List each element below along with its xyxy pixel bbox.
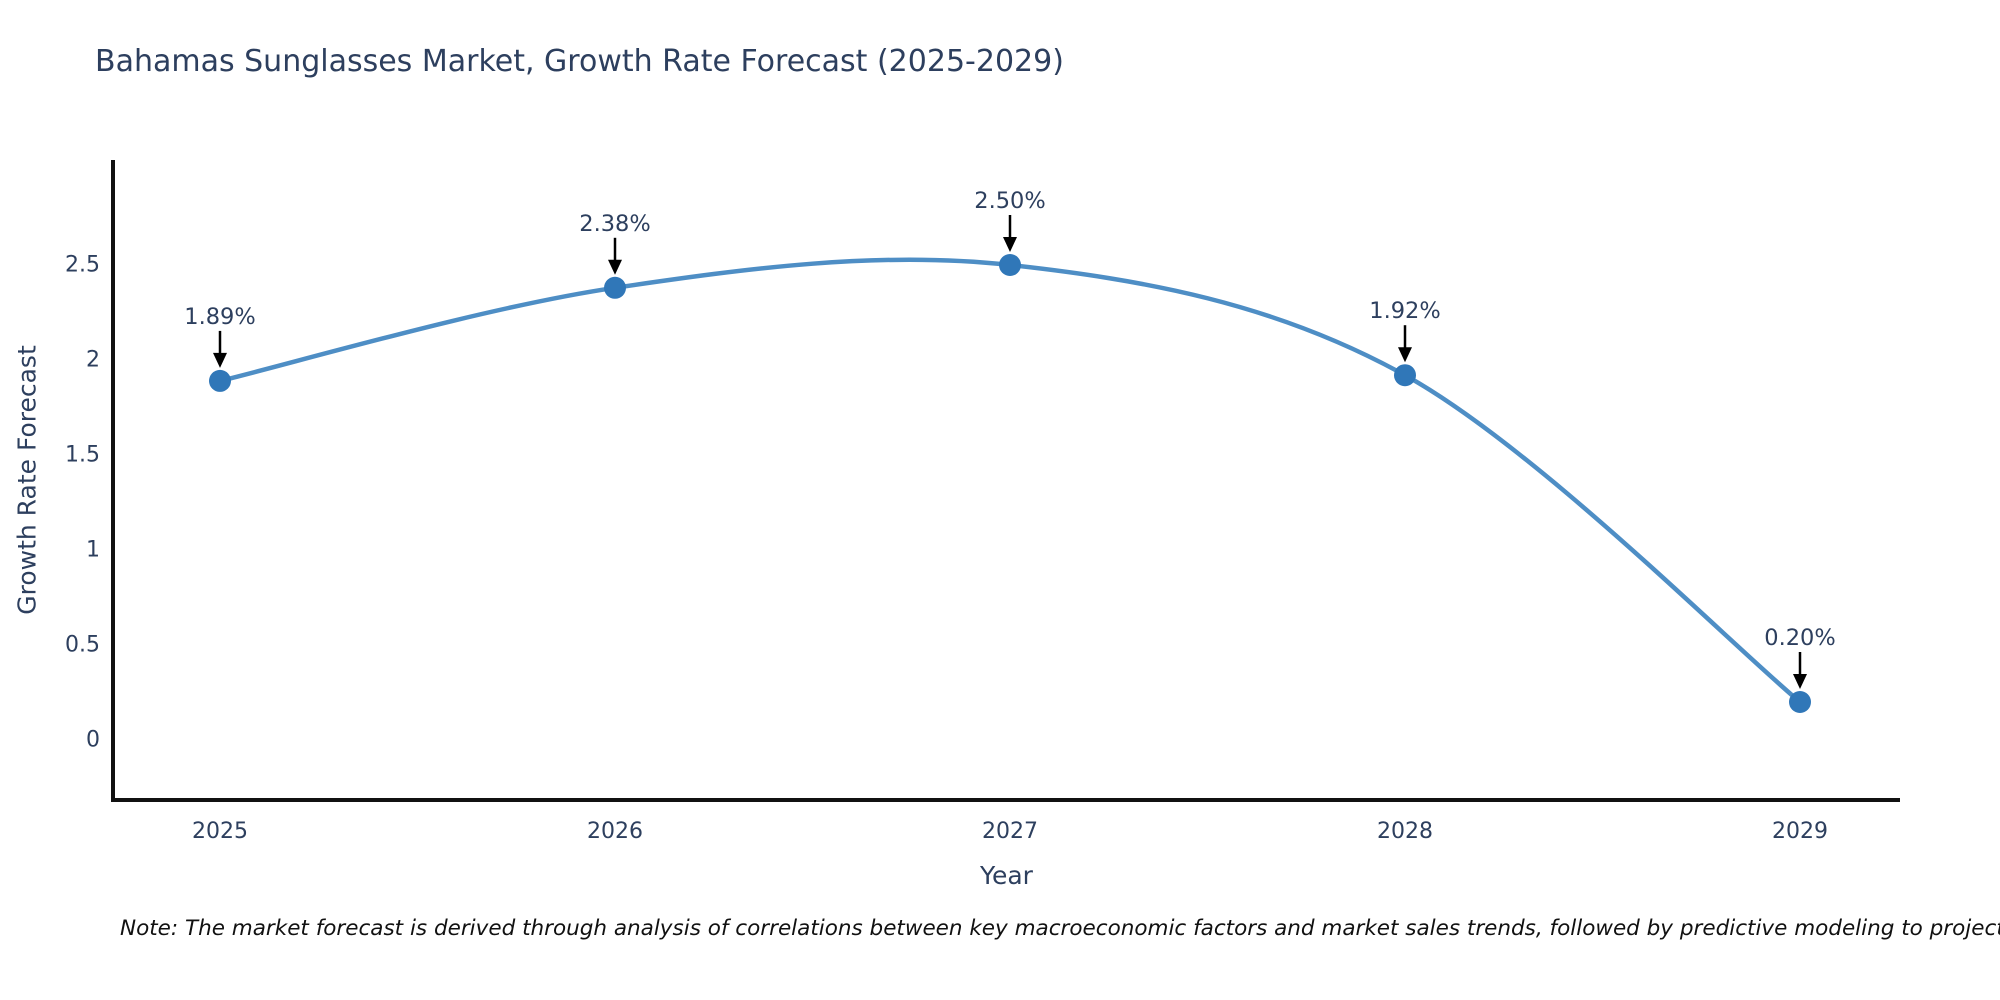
- annotation-label: 2.38%: [579, 211, 650, 237]
- data-point-marker: [209, 369, 231, 392]
- y-tick-label: 1: [86, 538, 100, 563]
- y-tick-label: 1.5: [65, 443, 100, 468]
- annotation-arrowhead: [1793, 674, 1807, 689]
- chart-title: Bahamas Sunglasses Market, Growth Rate F…: [95, 44, 1064, 79]
- y-tick-label: 2.5: [65, 253, 100, 278]
- annotation-label: 1.92%: [1369, 298, 1440, 324]
- y-tick-label: 0: [86, 728, 100, 753]
- x-tick-label: 2026: [587, 819, 643, 844]
- x-tick-label: 2029: [1772, 819, 1828, 844]
- annotation-label: 2.50%: [974, 188, 1045, 214]
- series-line: [217, 257, 1803, 705]
- x-tick-label: 2028: [1377, 819, 1433, 844]
- chart-footnote: Note: The market forecast is derived thr…: [120, 916, 2000, 941]
- data-point-marker: [1394, 364, 1416, 387]
- annotation-arrowhead: [608, 259, 622, 275]
- y-tick-label: 2: [86, 348, 100, 373]
- data-point-marker: [604, 276, 626, 299]
- y-tick-label: 0.5: [65, 633, 100, 658]
- annotation-label: 0.20%: [1764, 625, 1835, 651]
- y-axis-title: Growth Rate Forecast: [13, 345, 42, 615]
- x-tick-label: 2025: [192, 819, 248, 844]
- x-axis-title: Year: [979, 861, 1034, 890]
- annotation-arrowhead: [213, 352, 227, 368]
- x-tick-label: 2027: [982, 819, 1038, 844]
- annotation-arrowhead: [1003, 237, 1017, 252]
- annotation-arrowhead: [1398, 347, 1412, 363]
- data-point-marker: [1789, 691, 1811, 713]
- data-point-marker: [999, 254, 1021, 276]
- annotation-label: 1.89%: [184, 304, 255, 330]
